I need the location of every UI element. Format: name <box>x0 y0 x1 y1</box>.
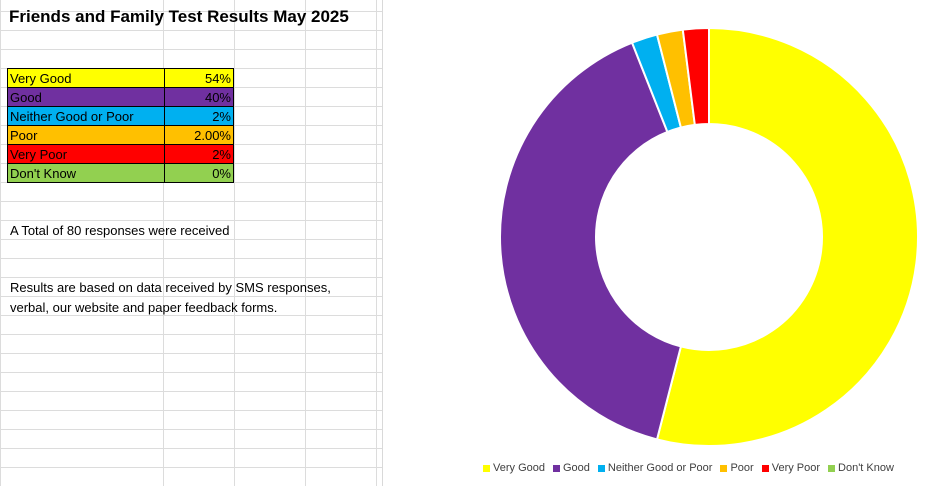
chart-legend: Very Good Good Neither Good or Poor Poor Ver… <box>483 462 940 474</box>
category-cell[interactable]: Very Good <box>7 68 165 88</box>
table-row: Poor 2.00% <box>7 125 234 145</box>
legend-label: Don't Know <box>838 462 894 474</box>
column-divider <box>305 0 306 486</box>
chart-area[interactable]: Very Good Good Neither Good or Poor Poor Ver… <box>382 0 940 486</box>
legend-label: Poor <box>730 462 754 474</box>
donut-slice-very-good <box>655 26 919 447</box>
donut-chart <box>499 26 919 447</box>
legend-swatch <box>720 464 728 472</box>
legend-swatch <box>828 464 836 472</box>
table-row: Very Poor 2% <box>7 144 234 164</box>
legend-item: Neither Good or Poor <box>597 462 713 474</box>
table-row: Neither Good or Poor 2% <box>7 106 234 126</box>
data-source-note: Results are based on data received by SM… <box>10 280 331 315</box>
total-responses-note: A Total of 80 responses were received <box>10 223 230 238</box>
category-cell[interactable]: Very Poor <box>7 144 165 164</box>
legend-swatch <box>761 464 769 472</box>
category-cell[interactable]: Poor <box>7 125 165 145</box>
column-divider <box>163 0 164 486</box>
value-cell[interactable]: 0% <box>164 163 234 183</box>
value-cell[interactable]: 2% <box>164 106 234 126</box>
legend-item: Poor <box>720 462 754 474</box>
legend-item: Good <box>552 462 590 474</box>
legend-label: Very Good <box>493 462 545 474</box>
column-divider <box>234 0 235 486</box>
column-divider <box>376 0 377 486</box>
table-row: Good 40% <box>7 87 234 107</box>
results-table: Very Good 54% Good 40% Neither Good or Poor 2… <box>7 68 234 183</box>
value-cell[interactable]: 54% <box>164 68 234 88</box>
legend-label: Very Poor <box>771 462 821 474</box>
legend-item: Don't Know <box>828 462 894 474</box>
value-cell[interactable]: 40% <box>164 87 234 107</box>
table-row: Don't Know 0% <box>7 163 234 183</box>
value-cell[interactable]: 2% <box>164 144 234 164</box>
category-cell[interactable]: Good <box>7 87 165 107</box>
legend-swatch <box>552 464 560 472</box>
table-row: Very Good 54% <box>7 68 234 88</box>
value-cell[interactable]: 2.00% <box>164 125 234 145</box>
legend-item: Very Poor <box>761 462 821 474</box>
page-title: Friends and Family Test Results May 2025 <box>9 7 349 26</box>
donut-slice-good <box>499 41 683 441</box>
legend-label: Good <box>562 462 590 474</box>
donut-slice-very-poor <box>681 26 710 127</box>
legend-swatch <box>483 464 490 472</box>
legend-item: Very Good <box>483 462 545 474</box>
legend-swatch <box>597 464 605 472</box>
legend-label: Neither Good or Poor <box>607 462 713 474</box>
category-cell[interactable]: Don't Know <box>7 163 165 183</box>
category-cell[interactable]: Neither Good or Poor <box>7 106 165 126</box>
